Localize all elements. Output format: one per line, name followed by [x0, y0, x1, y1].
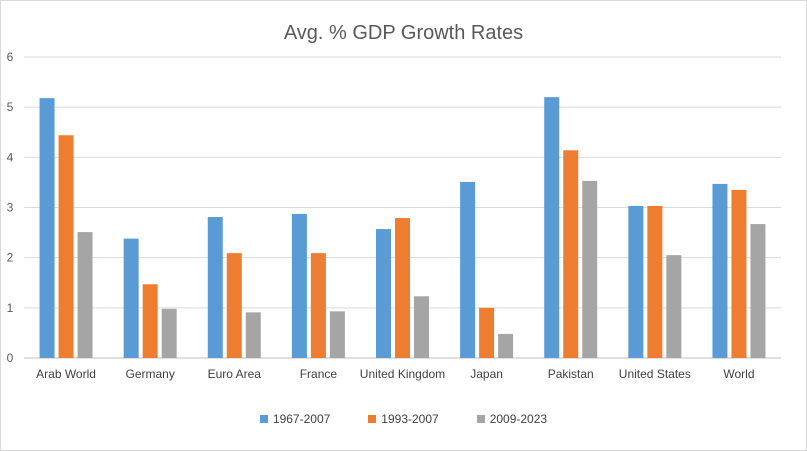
x-tick-label: Germany	[125, 367, 174, 381]
x-tick-label: United Kingdom	[360, 367, 445, 381]
bar-1967-2007-united-states	[628, 205, 644, 358]
y-tick-label: 6	[7, 50, 14, 64]
bar-1993-2007-euro-area	[226, 253, 242, 358]
x-tick-label: Arab World	[36, 367, 96, 381]
legend-label: 1993-2007	[381, 412, 439, 426]
bar-1967-2007-world	[712, 183, 728, 358]
chart-title: Avg. % GDP Growth Rates	[283, 22, 524, 44]
legend-label: 2009-2023	[489, 412, 548, 426]
bar-1967-2007-france	[291, 214, 307, 358]
legend: 1967-2007 1993-2007 2009-2023	[0, 412, 807, 426]
y-tick-label: 5	[7, 100, 14, 114]
bar-2009-2023-euro-area	[245, 312, 261, 358]
x-tick-label: United States	[619, 367, 691, 381]
bar-1967-2007-japan	[460, 181, 476, 358]
y-tick-label: 2	[7, 251, 14, 265]
bar-1993-2007-arab-world	[58, 135, 74, 358]
bar-1993-2007-united-kingdom	[395, 218, 410, 358]
bar-1993-2007-france	[310, 253, 326, 358]
y-tick-label: 0	[7, 351, 14, 365]
y-axis: 0 1 2 3 4 5 6	[7, 50, 14, 365]
bar-1967-2007-united-kingdom	[376, 229, 391, 358]
y-tick-label: 4	[7, 150, 14, 164]
bar-2009-2023-pakistan	[582, 180, 598, 358]
bars	[39, 97, 766, 359]
bar-2009-2023-united-states	[666, 255, 682, 358]
x-tick-label: World	[723, 367, 754, 381]
x-tick-label: Euro Area	[208, 367, 262, 381]
legend-swatch	[259, 415, 268, 423]
bar-1967-2007-pakistan	[544, 97, 560, 358]
legend-label: 1967-2007	[272, 412, 331, 426]
bar-2009-2023-arab-world	[77, 232, 93, 358]
x-tick-label: Pakistan	[548, 367, 594, 381]
legend-swatch	[476, 415, 485, 423]
bar-1993-2007-japan	[479, 307, 495, 358]
bar-1993-2007-united-states	[647, 205, 663, 358]
bar-1993-2007-germany	[142, 284, 158, 358]
x-tick-label: France	[300, 367, 338, 381]
legend-item: 1967-2007	[259, 412, 331, 426]
bar-2009-2023-world	[750, 224, 766, 358]
bar-1993-2007-world	[731, 189, 747, 358]
bar-1993-2007-pakistan	[563, 150, 579, 358]
legend-swatch	[368, 415, 377, 423]
bar-2009-2023-france	[329, 311, 345, 358]
x-tick-label: Japan	[470, 367, 503, 381]
legend-item: 2009-2023	[476, 412, 548, 426]
bar-2009-2023-germany	[161, 308, 177, 358]
bar-2009-2023-united-kingdom	[414, 296, 429, 358]
bar-2009-2023-japan	[498, 333, 514, 358]
bar-1967-2007-euro-area	[207, 217, 223, 358]
y-tick-label: 3	[7, 201, 14, 215]
y-tick-label: 1	[7, 301, 14, 315]
bar-1967-2007-arab-world	[39, 98, 55, 359]
legend-item: 1993-2007	[368, 412, 439, 426]
x-axis: Arab World Germany Euro Area France United K…	[36, 367, 754, 381]
bar-1967-2007-germany	[123, 238, 139, 358]
